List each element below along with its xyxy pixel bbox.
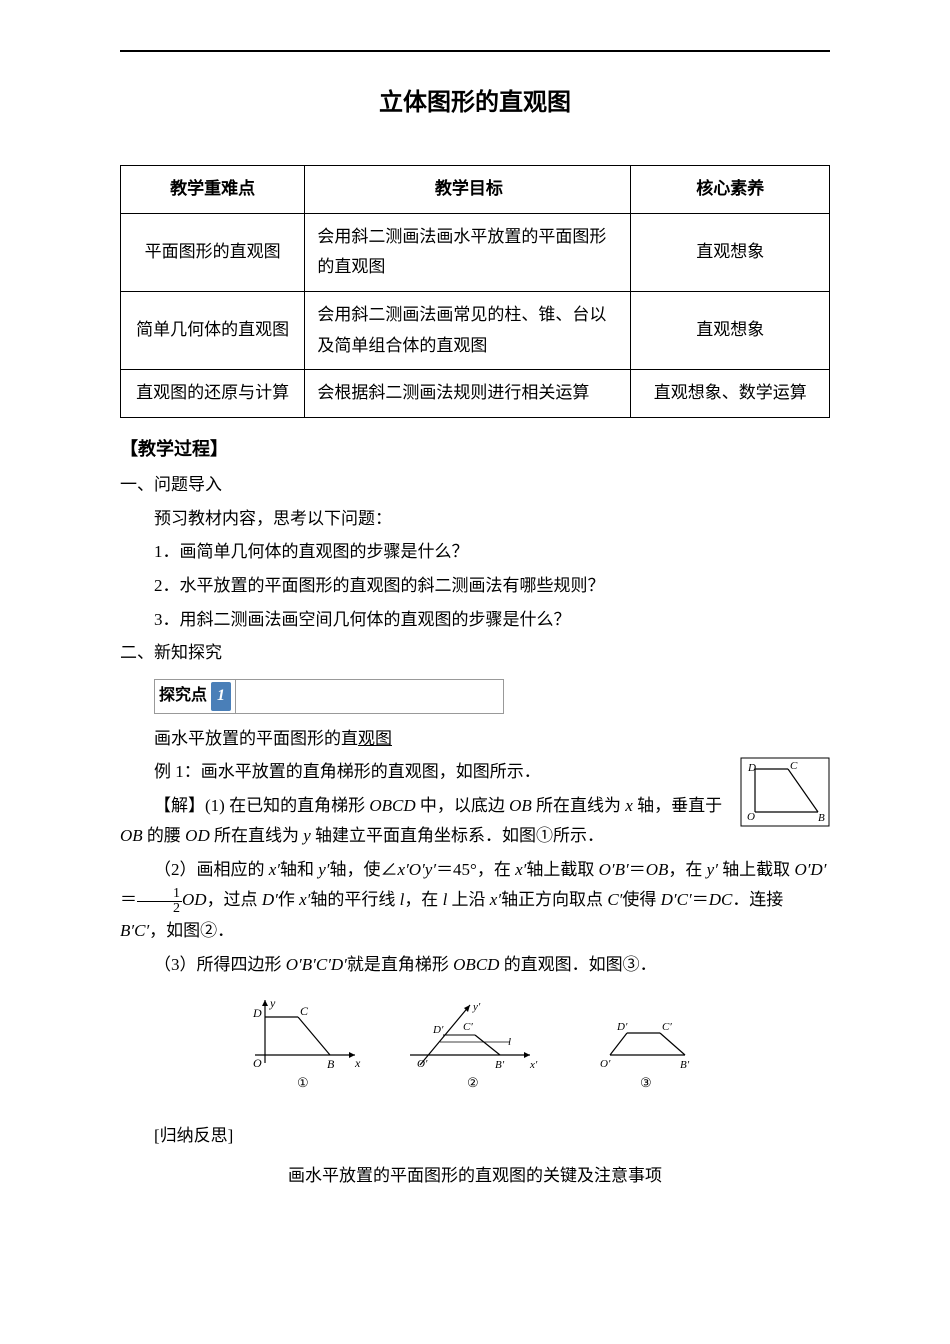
- svg-text:C′: C′: [662, 1021, 672, 1033]
- svg-text:①: ①: [297, 1075, 309, 1090]
- svg-text:D: D: [252, 1006, 262, 1020]
- cell: 会根据斜二测画法规则进行相关运算: [305, 370, 631, 418]
- cell: 直观图的还原与计算: [121, 370, 305, 418]
- svg-text:D: D: [747, 762, 756, 774]
- topic-underlined: 观图: [358, 729, 392, 748]
- table-row: 直观图的还原与计算 会根据斜二测画法规则进行相关运算 直观想象、数学运算: [121, 370, 830, 418]
- svg-text:③: ③: [640, 1075, 652, 1090]
- page-top-rule: [120, 50, 830, 52]
- svg-text:C: C: [300, 1004, 309, 1018]
- explore-underline: [236, 679, 504, 714]
- explore-heading: 二、新知探究: [120, 638, 830, 669]
- table-row: 平面图形的直观图 会用斜二测画法画水平放置的平面图形的直观图 直观想象: [121, 213, 830, 291]
- intro-line: 预习教材内容，思考以下问题：: [120, 504, 830, 535]
- intro-heading: 一、问题导入: [120, 470, 830, 501]
- cell: 直观想象: [631, 291, 830, 369]
- solution-step3: （3）所得四边形 O′B′C′D′就是直角梯形 OBCD 的直观图．如图③．: [120, 950, 830, 981]
- reflect-label: [归纳反思]: [120, 1121, 830, 1152]
- trapezoid-figure: D C O B: [740, 757, 830, 827]
- svg-text:y: y: [269, 996, 276, 1010]
- svg-text:②: ②: [467, 1075, 479, 1090]
- table-header-row: 教学重难点 教学目标 核心素养: [121, 166, 830, 214]
- question-3: 3．用斜二测画法画空间几何体的直观图的步骤是什么？: [120, 605, 830, 636]
- svg-text:O′: O′: [600, 1058, 611, 1070]
- cell: 会用斜二测画法画水平放置的平面图形的直观图: [305, 213, 631, 291]
- svg-text:l: l: [508, 1036, 511, 1048]
- svg-text:B: B: [818, 812, 825, 824]
- header-competency: 核心素养: [631, 166, 830, 214]
- cell: 直观想象: [631, 213, 830, 291]
- cell: 简单几何体的直观图: [121, 291, 305, 369]
- svg-text:O: O: [747, 811, 755, 823]
- explore-number: 1: [211, 682, 231, 711]
- svg-text:B′: B′: [495, 1059, 505, 1071]
- cell: 直观想象、数学运算: [631, 370, 830, 418]
- explore-label-text: 探究点: [159, 682, 207, 711]
- topic-prefix: 画水平放置的平面图形的直: [154, 729, 358, 748]
- fraction-half: 12: [137, 887, 182, 916]
- reflect-title: 画水平放置的平面图形的直观图的关键及注意事项: [120, 1161, 830, 1192]
- svg-text:y′: y′: [472, 1001, 481, 1013]
- cell: 会用斜二测画法画常见的柱、锥、台以及简单组合体的直观图: [305, 291, 631, 369]
- explore-point-box: 探究点 1: [154, 679, 504, 714]
- document-title: 立体图形的直观图: [120, 82, 830, 125]
- solution-step2: （2）画相应的 x′轴和 y′轴，使∠x′O′y′＝45°，在 x′轴上截取 O…: [120, 855, 830, 947]
- three-diagrams: D C O B x y ① D′ C′ O′ B′ x′ y′ l ②: [120, 995, 830, 1106]
- header-difficulty: 教学重难点: [121, 166, 305, 214]
- header-objective: 教学目标: [305, 166, 631, 214]
- svg-text:C′: C′: [463, 1021, 473, 1033]
- table-row: 简单几何体的直观图 会用斜二测画法画常见的柱、锥、台以及简单组合体的直观图 直观…: [121, 291, 830, 369]
- svg-text:D′: D′: [432, 1024, 444, 1036]
- question-1: 1．画简单几何体的直观图的步骤是什么？: [120, 537, 830, 568]
- example-1: 例 1：画水平放置的直角梯形的直观图，如图所示．: [120, 757, 830, 788]
- explore-topic: 画水平放置的平面图形的直观图: [120, 724, 830, 755]
- svg-text:D′: D′: [616, 1021, 628, 1033]
- svg-text:x: x: [354, 1056, 361, 1070]
- question-2: 2．水平放置的平面图形的直观图的斜二测画法有哪些规则？: [120, 571, 830, 602]
- svg-text:B′: B′: [680, 1059, 690, 1071]
- svg-text:B: B: [327, 1057, 335, 1071]
- svg-text:C: C: [790, 760, 798, 772]
- cell: 平面图形的直观图: [121, 213, 305, 291]
- solution-step1: 【解】(1) 在已知的直角梯形 OBCD 中，以底边 OB 所在直线为 x 轴，…: [120, 791, 830, 852]
- svg-text:O′: O′: [417, 1058, 428, 1070]
- objectives-table: 教学重难点 教学目标 核心素养 平面图形的直观图 会用斜二测画法画水平放置的平面…: [120, 165, 830, 418]
- svg-text:x′: x′: [529, 1059, 538, 1071]
- explore-label: 探究点 1: [154, 679, 236, 714]
- svg-text:O: O: [253, 1056, 262, 1070]
- process-heading: 【教学过程】: [120, 433, 830, 465]
